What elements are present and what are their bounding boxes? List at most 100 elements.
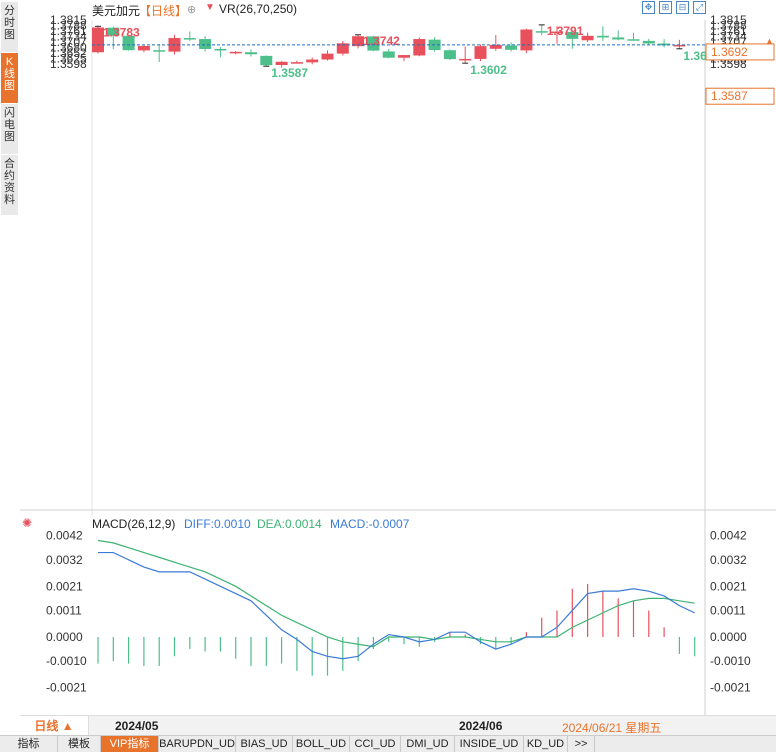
zoom-in-icon[interactable]: ⊞ <box>659 1 672 14</box>
x-label-may: 2024/05 <box>115 719 159 733</box>
indicator-arrow-icon: ▼ <box>205 2 215 13</box>
candle-body <box>413 39 426 56</box>
candle-body <box>612 37 625 40</box>
instrument-title: 美元加元 <box>92 4 141 18</box>
macd-title: MACD(26,12,9) <box>92 517 175 531</box>
macd-tick-left: 0.0042 <box>46 529 83 543</box>
x-label-june: 2024/06 <box>459 719 503 733</box>
tab-contract-label: 合约资料 <box>4 158 15 206</box>
tab-barupdn[interactable]: BARUPDN_UD <box>159 736 236 752</box>
macd-settings-icon: ✺ <box>22 516 32 530</box>
settings-icon[interactable]: ⊕ <box>187 4 197 16</box>
price-tick-right: 1.3788 <box>710 18 747 32</box>
candle-body <box>443 50 456 60</box>
macd-dif-legend: DIFF:0.0010 <box>184 517 251 531</box>
candle-body <box>489 44 502 49</box>
lowest-price-label: 1.3587 <box>711 89 748 103</box>
macd-tick-left: -0.0021 <box>46 681 87 695</box>
candle-body <box>275 61 288 65</box>
macd-value-legend: MACD:-0.0007 <box>330 517 410 531</box>
candle-body <box>566 31 579 39</box>
macd-tick-right: 0.0021 <box>710 579 747 593</box>
extreme-label: 1.3602 <box>470 63 507 77</box>
price-tick-left: 1.3680 <box>50 40 87 54</box>
tab-more[interactable]: >> <box>568 736 595 752</box>
price-tick-right: 1.3734 <box>710 29 747 43</box>
macd-tick-right: 0.0032 <box>710 553 747 567</box>
candle-body <box>306 59 319 63</box>
price-tick-left: 1.3707 <box>50 35 87 49</box>
candle-body <box>137 45 150 51</box>
price-tick-right: 1.3598 <box>710 57 747 71</box>
move-icon[interactable]: ✥ <box>642 1 655 14</box>
period-label[interactable]: 【日线】 <box>139 4 188 18</box>
candle-body <box>92 27 104 53</box>
tab-templates[interactable]: 模板 <box>58 736 101 752</box>
macd-tick-right: -0.0021 <box>710 681 751 695</box>
candle-body <box>474 46 487 59</box>
price-tick-left: 1.3625 <box>50 52 87 66</box>
tab-boll[interactable]: BOLL_UD <box>293 736 350 752</box>
price-tick-left: 1.3788 <box>50 18 87 32</box>
tab-bias[interactable]: BIAS_UD <box>236 736 293 752</box>
tab-flash[interactable]: 闪电图 <box>1 104 18 155</box>
candle-body <box>321 53 334 60</box>
price-tick-right: 1.3815 <box>710 13 747 27</box>
tab-cci[interactable]: CCI_UD <box>350 736 401 752</box>
fullscreen-icon[interactable]: ⤢ <box>693 1 706 14</box>
candle-body <box>658 43 671 46</box>
tab-flash-label: 闪电图 <box>4 107 15 143</box>
tab-vip-indicators[interactable]: VIP指标 <box>101 736 159 752</box>
candle-body <box>581 35 594 41</box>
current-price-box <box>705 43 775 61</box>
candle-body <box>535 31 548 33</box>
candle-body <box>122 35 135 51</box>
tab-dmi[interactable]: DMI_UD <box>401 736 455 752</box>
macd-histogram <box>97 583 696 676</box>
price-tick-left: 1.3734 <box>50 29 87 43</box>
tab-inside[interactable]: INSIDE_UD <box>455 736 524 752</box>
candle-body <box>382 51 395 58</box>
extreme-label: 1.3791 <box>547 24 584 38</box>
current-price-label: 1.3692 <box>711 45 748 59</box>
price-tick-left: 1.3761 <box>50 24 87 38</box>
macd-tick-left: 0.0011 <box>46 603 82 617</box>
extreme-label: 1.3587 <box>271 66 308 80</box>
indicator-label: VR(26,70,250) <box>219 2 298 16</box>
tab-intraday[interactable]: 分时图 <box>1 2 18 53</box>
candle-body <box>627 39 640 41</box>
period-selector[interactable]: 日线 ▲ <box>20 716 89 736</box>
extreme-label: 1.3783 <box>103 25 140 39</box>
candle-body <box>459 58 472 61</box>
macd-tick-right: 0.0011 <box>710 603 746 617</box>
macd-tick-left: 0.0021 <box>46 579 83 593</box>
macd-tick-left: 0.0032 <box>46 553 83 567</box>
candle-body <box>520 29 533 51</box>
candle-body <box>229 51 242 54</box>
price-tick-left: 1.3652 <box>50 46 87 60</box>
macd-tick-left: 0.0000 <box>46 630 83 644</box>
tab-kd[interactable]: KD_UD <box>524 736 568 752</box>
tab-indicators[interactable]: 指标 <box>0 736 58 752</box>
indicator-tab-bar: 指标 模板 VIP指标 BARUPDN_UD BIAS_UD BOLL_UD C… <box>0 735 776 752</box>
candle-body <box>245 52 257 55</box>
lowest-price-box <box>705 87 775 105</box>
current-price-marker-icon: ▲ <box>765 36 774 46</box>
price-tick-left: 1.3815 <box>50 13 87 27</box>
period-bar: 日线 ▲ 2024/05 2024/06 2024/06/21 星期五 <box>20 715 776 736</box>
extreme-label: 1.3742 <box>363 34 400 48</box>
candle-body <box>673 44 686 47</box>
macd-dea-legend: DEA:0.0014 <box>257 517 322 531</box>
tab-kline-label: K线图 <box>4 56 15 92</box>
macd-axis: 0.0042 0.0042 0.0032 0.0032 0.0021 0.0021 0.00… <box>46 529 751 695</box>
candle-body <box>183 38 196 40</box>
zoom-out-icon[interactable]: ⊟ <box>676 1 689 14</box>
candle-body <box>596 35 609 38</box>
candle-body <box>107 27 120 36</box>
tab-kline[interactable]: K线图 <box>1 53 18 104</box>
tab-contract-info[interactable]: 合约资料 <box>1 155 18 216</box>
candle-body <box>336 43 349 54</box>
candle-body <box>642 40 655 44</box>
